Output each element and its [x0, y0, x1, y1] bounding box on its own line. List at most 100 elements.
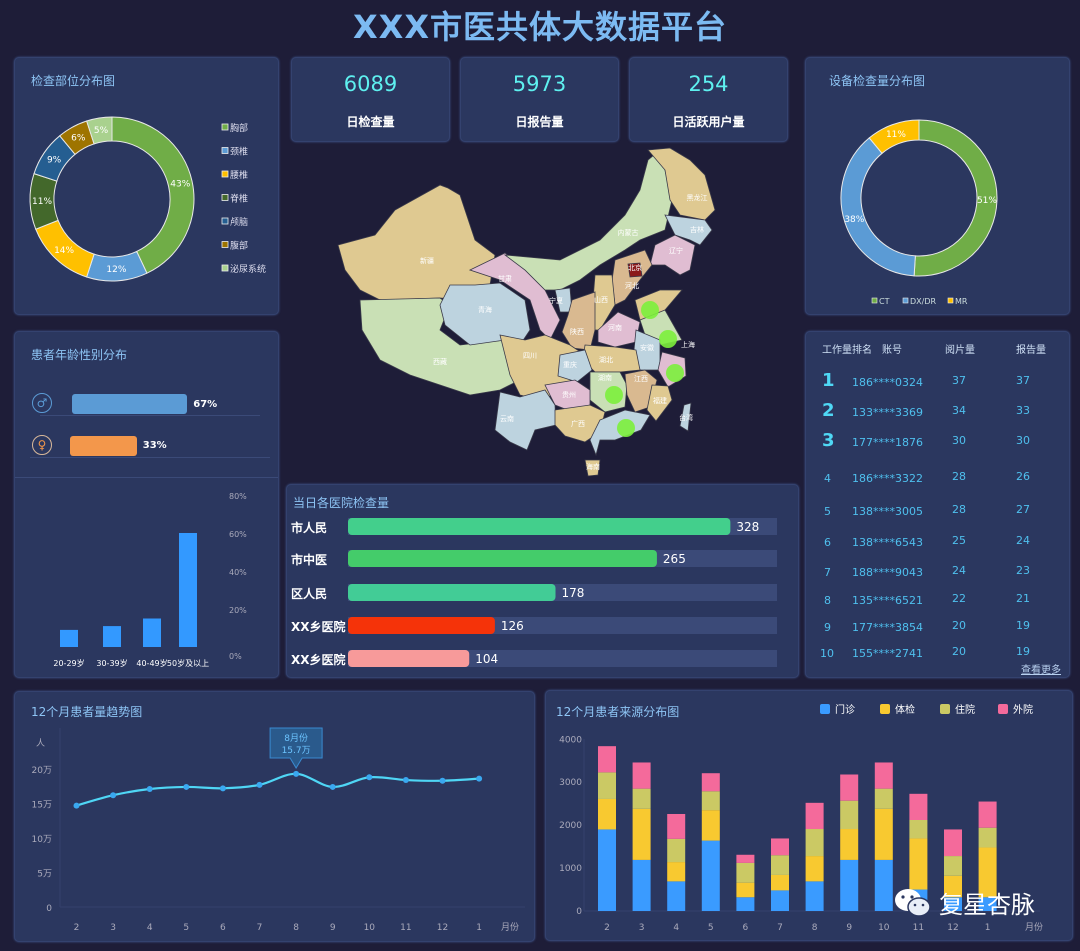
trend-point[interactable] [146, 786, 153, 793]
stacked-bar-segment[interactable] [632, 859, 651, 911]
stacked-bar-segment[interactable] [701, 840, 720, 911]
province-anhui[interactable] [633, 329, 661, 371]
province-xinjiang[interactable] [337, 184, 496, 301]
stacked-bar-segment[interactable] [771, 838, 789, 856]
stacked-bar-segment[interactable] [874, 859, 893, 911]
province-chongqing[interactable] [557, 349, 593, 383]
stacked-bar-segment[interactable] [598, 772, 616, 799]
highlight-dot[interactable] [617, 419, 635, 437]
panel-title: 12个月患者量趋势图 [31, 705, 143, 719]
stacked-bar-segment[interactable] [667, 881, 686, 911]
trend-point[interactable] [439, 777, 446, 784]
stacked-bar-segment[interactable] [805, 829, 824, 857]
stacked-bar-segment[interactable] [909, 838, 928, 890]
stacked-bar-segment[interactable] [667, 862, 686, 882]
legend-swatch [221, 217, 229, 225]
stacked-bar-segment[interactable] [805, 881, 824, 911]
trend-point[interactable] [256, 781, 263, 788]
province-liaoning[interactable] [649, 234, 696, 276]
stacked-bar-segment[interactable] [701, 810, 720, 841]
province-label: 湖南 [598, 373, 612, 382]
stacked-bar-segment[interactable] [978, 897, 997, 911]
trend-point[interactable] [110, 792, 117, 799]
pie-slice[interactable] [86, 116, 113, 145]
stacked-bar-segment[interactable] [805, 856, 824, 882]
legend-swatch[interactable] [940, 704, 950, 714]
stacked-bar-segment[interactable] [874, 788, 893, 809]
stacked-bar-segment[interactable] [944, 856, 962, 876]
stacked-bar-segment[interactable] [944, 875, 962, 898]
view-more-link[interactable]: 查看更多 [1021, 665, 1061, 676]
stacked-bar-segment[interactable] [771, 874, 789, 891]
stacked-bar-segment[interactable] [874, 808, 893, 860]
legend-swatch[interactable] [820, 704, 830, 714]
age-bar[interactable] [143, 618, 161, 648]
trend-point[interactable] [329, 783, 336, 790]
stacked-bar-segment[interactable] [944, 897, 962, 911]
hospital-bar[interactable] [348, 617, 495, 634]
x-tick-label: 1 [476, 923, 482, 933]
stacked-bar-segment[interactable] [736, 862, 755, 883]
hospital-bar[interactable] [348, 550, 657, 567]
province-qinghai[interactable] [439, 282, 531, 346]
trend-point[interactable] [73, 802, 80, 809]
province-heilongjiang[interactable] [647, 147, 716, 221]
pie-slice[interactable] [868, 119, 920, 155]
highlight-dot[interactable] [666, 364, 684, 382]
age-bar[interactable] [103, 626, 121, 647]
province-taiwan[interactable] [679, 402, 692, 432]
age-bar[interactable] [179, 533, 197, 647]
province-fujian[interactable] [646, 384, 673, 422]
trend-point[interactable] [402, 777, 409, 784]
pie-slice[interactable] [111, 116, 195, 274]
province-yunnan[interactable] [494, 389, 557, 451]
stacked-bar-segment[interactable] [701, 791, 720, 811]
trend-point[interactable] [183, 783, 190, 790]
stacked-bar-segment[interactable] [944, 829, 962, 857]
stacked-bar-segment[interactable] [840, 859, 859, 911]
stacked-bar-segment[interactable] [909, 819, 928, 839]
trend-point[interactable] [219, 785, 226, 792]
highlight-dot[interactable] [605, 386, 623, 404]
legend-swatch[interactable] [880, 704, 890, 714]
highlight-dot[interactable] [659, 330, 677, 348]
ranking-reports: 19 [1016, 619, 1030, 632]
stacked-bar-segment[interactable] [978, 827, 997, 848]
stacked-bar-segment[interactable] [840, 829, 859, 860]
stacked-bar-segment[interactable] [598, 829, 616, 911]
stacked-bar-segment[interactable] [598, 798, 616, 830]
stacked-bar-segment[interactable] [632, 808, 651, 860]
stacked-bar-segment[interactable] [736, 882, 755, 898]
stacked-bar-segment[interactable] [978, 801, 997, 828]
stacked-bar-segment[interactable] [771, 855, 789, 875]
stacked-bar-segment[interactable] [874, 762, 893, 789]
stacked-bar-segment[interactable] [736, 854, 755, 863]
stacked-bar-segment[interactable] [978, 847, 997, 898]
stacked-bar-segment[interactable] [736, 897, 755, 911]
stacked-bar-segment[interactable] [667, 813, 686, 839]
stacked-bar-segment[interactable] [771, 890, 789, 911]
pie-slice[interactable] [840, 137, 916, 277]
stacked-bar-segment[interactable] [909, 793, 928, 820]
trend-point[interactable] [293, 770, 300, 777]
legend-swatch[interactable] [998, 704, 1008, 714]
stacked-bar-segment[interactable] [805, 802, 824, 830]
hospital-bar[interactable] [348, 518, 731, 535]
highlight-dot[interactable] [641, 301, 659, 319]
trend-point[interactable] [366, 774, 373, 781]
stacked-bar-segment[interactable] [632, 762, 651, 789]
trend-point[interactable] [476, 775, 483, 782]
stacked-bar-segment[interactable] [701, 773, 720, 792]
hospital-bar[interactable] [348, 650, 470, 667]
stacked-bar-segment[interactable] [840, 774, 859, 801]
province-hainan[interactable] [584, 459, 601, 477]
stacked-bar-segment[interactable] [632, 788, 651, 809]
hospital-bar[interactable] [348, 584, 556, 601]
stacked-bar-segment[interactable] [667, 838, 686, 863]
province-shaanxi[interactable] [561, 291, 596, 351]
province-beijing[interactable] [627, 262, 643, 278]
stacked-bar-segment[interactable] [598, 746, 616, 773]
stacked-bar-segment[interactable] [840, 800, 859, 830]
ranking-header-rank: 工作量排名 [822, 345, 872, 356]
age-bar[interactable] [60, 629, 78, 647]
